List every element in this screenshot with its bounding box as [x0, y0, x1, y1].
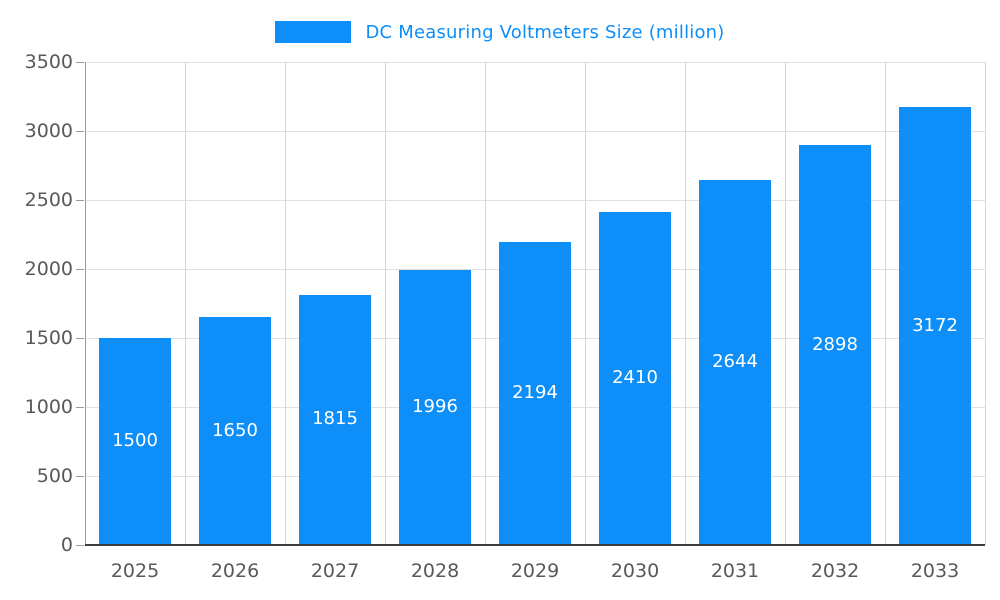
vertical-gridline: [585, 62, 586, 545]
bar: [299, 294, 371, 544]
horizontal-gridline: [85, 62, 985, 63]
bar: [799, 145, 871, 544]
bar: [99, 338, 171, 544]
y-tick-label: 2500: [24, 189, 73, 211]
y-tick-mark: [76, 62, 84, 63]
vertical-gridline: [385, 62, 386, 545]
bar-value-label: 2898: [812, 333, 858, 355]
bar: [899, 107, 971, 544]
y-tick-label: 0: [60, 534, 73, 556]
x-tick-label: 2032: [810, 560, 860, 582]
x-tick-label: 2031: [710, 560, 760, 582]
bar-value-label: 3172: [912, 314, 958, 336]
bar: [499, 242, 571, 544]
y-tick-label: 3000: [24, 120, 73, 142]
x-tick-label: 2026: [210, 560, 260, 582]
bar: [599, 212, 671, 544]
vertical-gridline: [185, 62, 186, 545]
chart-title: DC Measuring Voltmeters Size (million): [365, 21, 725, 43]
y-tick-label: 2000: [24, 258, 73, 280]
y-tick-mark: [76, 200, 84, 201]
vertical-gridline: [285, 62, 286, 545]
bar-value-label: 1815: [312, 408, 358, 430]
y-tick-label: 500: [36, 465, 73, 487]
vertical-gridline: [685, 62, 686, 545]
bar: [699, 180, 771, 544]
x-tick-label: 2030: [610, 560, 660, 582]
vertical-gridline: [985, 62, 986, 545]
bar-value-label: 2410: [612, 367, 658, 389]
bar: [199, 317, 271, 544]
bar-value-label: 1996: [412, 395, 458, 417]
y-tick-label: 1000: [24, 396, 73, 418]
y-tick-mark: [76, 131, 84, 132]
legend-swatch: [275, 21, 352, 43]
x-tick-label: 2033: [910, 560, 960, 582]
y-tick-mark: [76, 476, 84, 477]
horizontal-gridline: [85, 200, 985, 201]
bar-value-label: 1500: [112, 430, 158, 451]
bar-value-label: 1650: [212, 419, 258, 441]
y-tick-label: 3500: [24, 51, 73, 73]
x-tick-label: 2029: [510, 560, 560, 582]
x-axis-line: [85, 544, 985, 546]
vertical-gridline: [485, 62, 486, 545]
y-tick-mark: [76, 545, 84, 546]
chart-legend: DC Measuring Voltmeters Size (million): [0, 18, 1000, 46]
bar-value-label: 2644: [712, 351, 758, 373]
y-tick-label: 1500: [24, 327, 73, 349]
bar-value-label: 2194: [512, 382, 558, 404]
y-tick-mark: [76, 269, 84, 270]
horizontal-gridline: [85, 131, 985, 132]
y-tick-mark: [76, 407, 84, 408]
x-tick-label: 2027: [310, 560, 360, 582]
vertical-gridline: [885, 62, 886, 545]
x-tick-label: 2025: [110, 560, 160, 582]
y-tick-mark: [76, 338, 84, 339]
bar: [399, 269, 471, 544]
x-tick-label: 2028: [410, 560, 460, 582]
vertical-gridline: [785, 62, 786, 545]
y-axis-line: [85, 62, 86, 545]
